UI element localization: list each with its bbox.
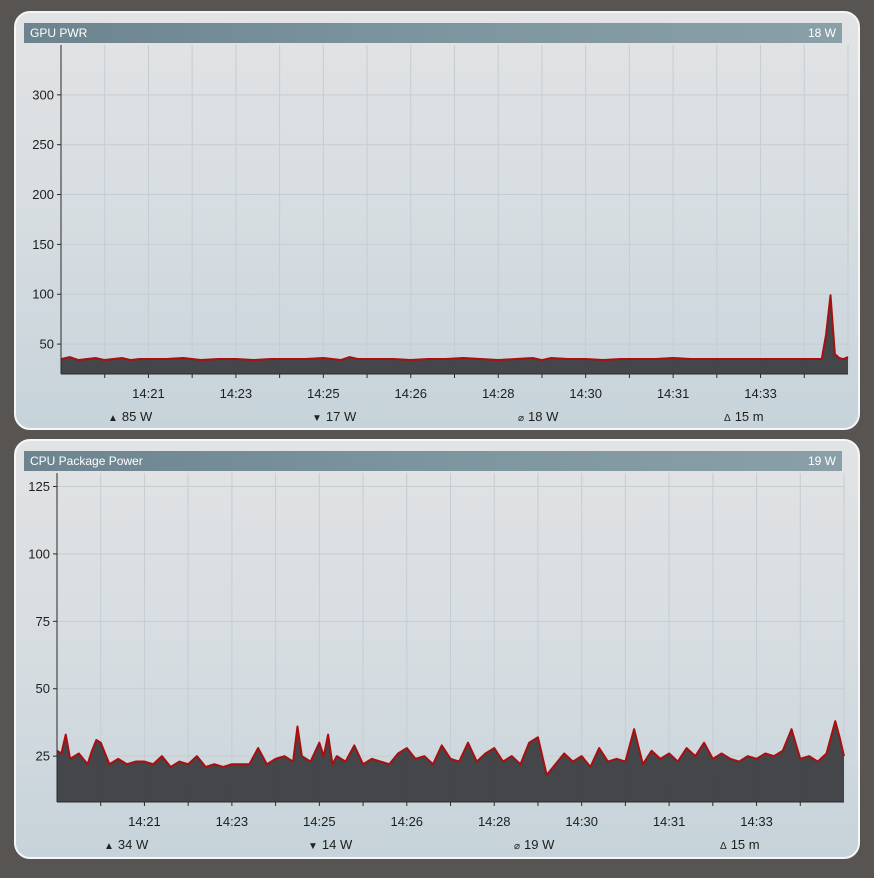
cpu-power-title: CPU Package Power xyxy=(30,454,143,468)
gpu-avg-stat: ⌀ 18 W xyxy=(518,409,558,424)
gpu-duration-value: 15 m xyxy=(734,409,764,424)
cpu-duration-stat: Δ 15 m xyxy=(720,837,760,852)
gpu-x-tick-label: 14:25 xyxy=(307,386,340,401)
cpu-max-stat: ▲ 34 W xyxy=(104,837,148,852)
cpu-avg-stat: ⌀ 19 W xyxy=(514,837,554,852)
cpu-series-line xyxy=(56,720,845,777)
min-icon: ▼ xyxy=(312,413,322,424)
cpu-x-tick-label: 14:23 xyxy=(216,814,249,829)
cpu-x-tick-label: 14:33 xyxy=(740,814,773,829)
gpu-y-tick-label: 150 xyxy=(32,237,54,252)
cpu-power-stats: ▲ 34 W ▼ 14 W ⌀ 19 W Δ 15 m xyxy=(16,837,858,855)
gpu-y-tick-label: 50 xyxy=(40,337,54,352)
gpu-gridlines xyxy=(61,45,849,374)
cpu-max-value: 34 W xyxy=(117,837,149,852)
cpu-power-chart: 25 50 75 100 125 14:21 14:23 14:25 14:26 14:28 14:… xyxy=(28,473,845,829)
gpu-power-chart: 50 100 150 200 250 300 14:21 14:23 14:25 14:26 14:… xyxy=(32,45,849,401)
cpu-y-tick-label: 75 xyxy=(36,614,50,629)
cpu-x-tick-label: 14:26 xyxy=(391,814,424,829)
gpu-y-tick-label: 250 xyxy=(32,137,54,152)
cpu-min-stat: ▼ 14 W xyxy=(308,837,352,852)
gpu-y-tick-label: 100 xyxy=(32,287,54,302)
gpu-min-stat: ▼ 17 W xyxy=(312,409,356,424)
cpu-area-fill xyxy=(57,721,844,802)
cpu-y-tick-label: 125 xyxy=(28,479,50,494)
average-icon: ⌀ xyxy=(514,841,521,852)
cpu-x-tick-label: 14:21 xyxy=(128,814,161,829)
cpu-power-header: CPU Package Power 19 W xyxy=(24,451,842,471)
gpu-duration-stat: Δ 15 m xyxy=(724,409,764,424)
cpu-x-tick-label: 14:25 xyxy=(303,814,336,829)
cpu-gridlines xyxy=(57,473,845,802)
cpu-avg-value: 19 W xyxy=(524,837,555,852)
gpu-x-tick-label: 14:21 xyxy=(132,386,165,401)
gpu-power-stats: ▲ 85 W ▼ 17 W ⌀ 18 W Δ 15 m xyxy=(16,409,858,427)
gpu-power-current-value: 18 W xyxy=(807,26,836,40)
gpu-avg-value: 18 W xyxy=(528,409,559,424)
gpu-power-header: GPU PWR 18 W xyxy=(24,23,842,43)
cpu-y-tick-label: 100 xyxy=(28,546,50,561)
cpu-y-tick-label: 25 xyxy=(36,749,50,764)
duration-icon: Δ xyxy=(724,413,731,424)
gpu-power-title: GPU PWR xyxy=(30,26,88,40)
cpu-min-value: 14 W xyxy=(321,837,353,852)
cpu-duration-value: 15 m xyxy=(730,837,760,852)
min-icon: ▼ xyxy=(308,841,318,852)
gpu-x-tick-label: 14:23 xyxy=(220,386,253,401)
gpu-min-value: 17 W xyxy=(325,409,357,424)
gpu-x-tick-label: 14:33 xyxy=(744,386,777,401)
cpu-x-tick-label: 14:31 xyxy=(653,814,686,829)
gpu-y-tick-label: 300 xyxy=(32,87,54,102)
max-icon: ▲ xyxy=(104,841,114,852)
gpu-x-tick-label: 14:28 xyxy=(482,386,515,401)
average-icon: ⌀ xyxy=(518,413,525,424)
gpu-series-line xyxy=(60,294,849,362)
cpu-y-tick-label: 50 xyxy=(36,681,50,696)
gpu-max-stat: ▲ 85 W xyxy=(108,409,152,424)
gpu-x-tick-label: 14:31 xyxy=(657,386,690,401)
gpu-area-fill xyxy=(61,295,848,374)
duration-icon: Δ xyxy=(720,841,727,852)
cpu-x-tick-label: 14:28 xyxy=(478,814,511,829)
cpu-package-power-panel: CPU Package Power 19 W 25 50 75 100 125 14:21… xyxy=(14,439,860,859)
gpu-y-tick-label: 200 xyxy=(32,187,54,202)
cpu-power-current-value: 19 W xyxy=(807,454,836,468)
gpu-max-value: 85 W xyxy=(121,409,153,424)
gpu-power-panel: GPU PWR 18 W 50 100 150 200 250 300 14:21 14:23… xyxy=(14,11,860,430)
gpu-x-tick-label: 14:26 xyxy=(395,386,428,401)
gpu-x-tick-label: 14:30 xyxy=(569,386,602,401)
max-icon: ▲ xyxy=(108,413,118,424)
cpu-x-tick-label: 14:30 xyxy=(565,814,598,829)
